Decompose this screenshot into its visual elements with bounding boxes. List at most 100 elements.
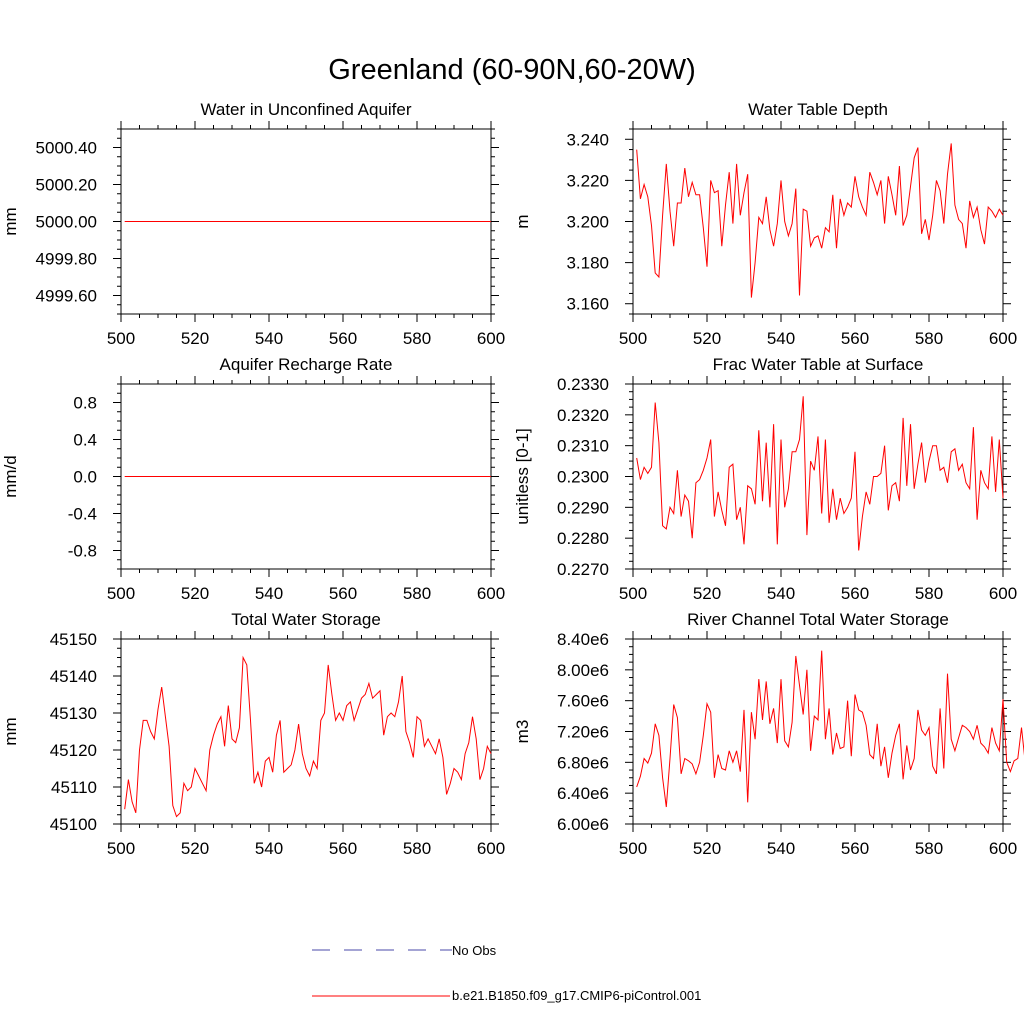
y-tick-label: 0.2280 <box>557 529 609 548</box>
x-tick-label: 560 <box>841 584 869 603</box>
y-tick-label: 3.180 <box>566 254 609 273</box>
x-tick-label: 600 <box>477 329 505 348</box>
x-tick-label: 520 <box>181 839 209 858</box>
plot-frame <box>632 383 1004 570</box>
y-tick-label: 0.4 <box>73 431 97 450</box>
panel-title: Frac Water Table at Surface <box>713 355 924 374</box>
x-tick-label: 600 <box>477 839 505 858</box>
y-axis-label: m <box>513 214 532 228</box>
x-tick-label: 560 <box>841 329 869 348</box>
x-tick-label: 520 <box>181 329 209 348</box>
y-tick-label: 6.40e6 <box>557 784 609 803</box>
x-tick-label: 600 <box>989 839 1017 858</box>
y-tick-label: 8.00e6 <box>557 661 609 680</box>
y-tick-label: 3.220 <box>566 171 609 190</box>
x-tick-label: 540 <box>767 584 795 603</box>
x-tick-label: 560 <box>329 329 357 348</box>
x-tick-label: 580 <box>403 329 431 348</box>
y-axis-label: mm <box>1 207 20 235</box>
y-axis-label: unitless [0-1] <box>513 428 532 524</box>
x-tick-label: 500 <box>619 584 647 603</box>
y-tick-label: 45140 <box>50 667 97 686</box>
y-tick-label: 0.2330 <box>557 375 609 394</box>
y-tick-label: 45150 <box>50 630 97 649</box>
y-axis-label: mm/d <box>1 455 20 498</box>
x-tick-label: 540 <box>767 329 795 348</box>
plot-frame <box>120 638 492 825</box>
y-tick-label: 5000.00 <box>36 213 97 232</box>
x-tick-label: 580 <box>403 584 431 603</box>
panel-title: Total Water Storage <box>231 610 381 629</box>
x-tick-label: 560 <box>841 839 869 858</box>
y-tick-label: 45110 <box>51 778 97 797</box>
series-line <box>636 143 1004 298</box>
y-tick-label: 4999.60 <box>36 287 97 306</box>
y-tick-label: 45130 <box>50 704 97 723</box>
series-line <box>124 655 492 818</box>
x-tick-label: 520 <box>693 584 721 603</box>
y-tick-label: -0.8 <box>68 542 97 561</box>
x-tick-label: 560 <box>329 584 357 603</box>
x-tick-label: 500 <box>619 329 647 348</box>
series-line <box>636 650 1024 808</box>
x-tick-label: 500 <box>107 584 135 603</box>
y-tick-label: 45100 <box>50 815 97 834</box>
y-tick-label: 0.2290 <box>557 498 609 517</box>
legend-label-model: b.e21.B1850.f09_g17.CMIP6-piControl.001 <box>452 988 701 1003</box>
y-tick-label: 0.2270 <box>557 560 609 579</box>
x-tick-label: 600 <box>477 584 505 603</box>
x-tick-label: 540 <box>255 329 283 348</box>
x-tick-label: 580 <box>915 584 943 603</box>
y-tick-label: 6.00e6 <box>557 815 609 834</box>
x-tick-label: 600 <box>989 584 1017 603</box>
x-tick-label: 500 <box>107 329 135 348</box>
y-tick-label: 0.0 <box>73 468 97 487</box>
y-tick-label: 45120 <box>50 741 97 760</box>
x-tick-label: 580 <box>915 839 943 858</box>
chart-panel-2: Water Table Depth 500 520 540 560 580 600 3.160… <box>513 100 1017 348</box>
x-tick-label: 540 <box>255 584 283 603</box>
legend: No Obs b.e21.B1850.f09_g17.CMIP6-piContr… <box>312 943 701 1003</box>
y-tick-label: 6.80e6 <box>557 753 609 772</box>
chart-panel-1: Water in Unconfined Aquifer 500 520 540 560 5… <box>1 100 505 348</box>
x-tick-label: 560 <box>329 839 357 858</box>
x-tick-label: 500 <box>619 839 647 858</box>
panel-title: Water in Unconfined Aquifer <box>200 100 411 119</box>
x-tick-label: 520 <box>181 584 209 603</box>
panels: Water in Unconfined Aquifer 500 520 540 560 5… <box>1 100 1024 858</box>
y-tick-label: 4999.80 <box>36 250 97 269</box>
y-tick-label: 7.60e6 <box>557 692 609 711</box>
y-tick-label: 0.2300 <box>557 468 609 487</box>
chart-panel-3: Aquifer Recharge Rate 500 520 540 560 580 600 -… <box>1 355 505 603</box>
x-tick-label: 500 <box>107 839 135 858</box>
y-tick-label: 8.40e6 <box>557 630 609 649</box>
x-tick-label: 540 <box>255 839 283 858</box>
chart-panel-6: River Channel Total Water Storage 500 520 5… <box>513 610 1024 858</box>
x-tick-label: 520 <box>693 839 721 858</box>
legend-label-no-obs: No Obs <box>452 943 497 958</box>
y-tick-label: 5000.20 <box>36 176 97 195</box>
y-tick-label: 3.200 <box>566 213 609 232</box>
x-tick-label: 600 <box>989 329 1017 348</box>
panel-title: Water Table Depth <box>748 100 888 119</box>
x-tick-label: 540 <box>767 839 795 858</box>
figure-title: Greenland (60-90N,60-20W) <box>328 54 696 86</box>
y-tick-label: 0.2320 <box>557 406 609 425</box>
y-tick-label: 3.240 <box>566 130 609 149</box>
y-axis-label: mm <box>1 717 20 745</box>
y-tick-label: -0.4 <box>68 505 97 524</box>
y-tick-label: 3.160 <box>566 295 609 314</box>
plot-frame <box>632 128 1004 315</box>
series-line <box>636 396 1004 551</box>
x-tick-label: 580 <box>915 329 943 348</box>
plot-frame <box>632 638 1004 825</box>
y-tick-label: 5000.40 <box>36 139 97 158</box>
x-tick-label: 580 <box>403 839 431 858</box>
y-tick-label: 0.2310 <box>557 437 609 456</box>
y-tick-label: 7.20e6 <box>557 723 609 742</box>
chart-panel-4: Frac Water Table at Surface 500 520 540 560 5… <box>513 355 1017 603</box>
y-tick-label: 0.8 <box>73 394 97 413</box>
x-tick-label: 520 <box>693 329 721 348</box>
y-axis-label: m3 <box>513 720 532 744</box>
